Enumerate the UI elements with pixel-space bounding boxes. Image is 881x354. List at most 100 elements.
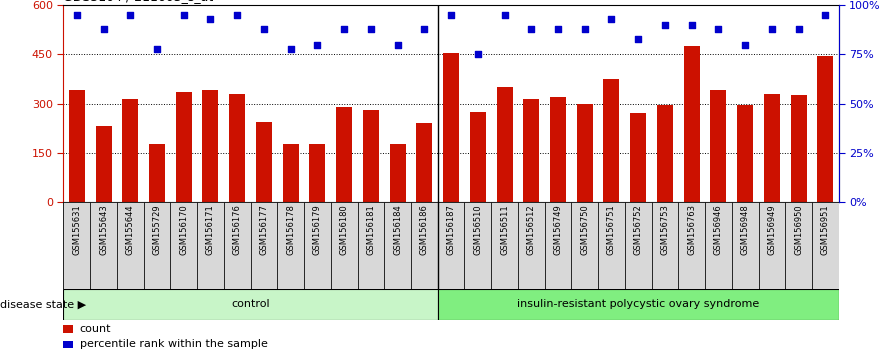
Bar	[732, 202, 759, 289]
Point	[498, 12, 512, 18]
Bar	[63, 325, 73, 333]
Text: GSM156178: GSM156178	[286, 204, 295, 255]
Bar	[678, 202, 705, 289]
Point	[791, 26, 805, 32]
Bar	[710, 90, 727, 202]
Text: GSM156171: GSM156171	[206, 204, 215, 255]
Point	[97, 26, 111, 32]
Bar	[705, 202, 732, 289]
Text: GSM155631: GSM155631	[72, 204, 81, 255]
Text: GSM156176: GSM156176	[233, 204, 241, 255]
Point	[204, 16, 218, 22]
Bar	[523, 99, 539, 202]
Bar	[438, 202, 464, 289]
Point	[310, 42, 324, 47]
Bar	[144, 202, 170, 289]
Point	[418, 26, 432, 32]
Point	[524, 26, 538, 32]
Text: GSM156187: GSM156187	[447, 204, 455, 255]
Bar	[492, 202, 518, 289]
Text: GSM156751: GSM156751	[607, 204, 616, 255]
Point	[765, 26, 779, 32]
Bar	[438, 289, 839, 320]
Bar	[737, 105, 753, 202]
Text: GSM156180: GSM156180	[340, 204, 349, 255]
Text: GSM156511: GSM156511	[500, 204, 509, 255]
Bar	[203, 90, 218, 202]
Point	[230, 12, 244, 18]
Text: GSM156951: GSM156951	[821, 204, 830, 255]
Bar	[330, 202, 358, 289]
Bar	[283, 144, 299, 202]
Bar	[684, 46, 700, 202]
Bar	[122, 99, 138, 202]
Bar	[417, 123, 433, 202]
Bar	[149, 144, 165, 202]
Bar	[278, 202, 304, 289]
Text: GSM156752: GSM156752	[633, 204, 643, 255]
Bar	[603, 79, 619, 202]
Point	[738, 42, 752, 47]
Bar	[224, 202, 250, 289]
Text: GSM156177: GSM156177	[259, 204, 269, 255]
Bar	[63, 289, 438, 320]
Text: GSM156950: GSM156950	[794, 204, 803, 255]
Point	[551, 26, 565, 32]
Bar	[63, 341, 73, 348]
Point	[444, 12, 458, 18]
Point	[257, 26, 271, 32]
Text: GSM156512: GSM156512	[527, 204, 536, 255]
Text: GSM156186: GSM156186	[420, 204, 429, 255]
Bar	[818, 56, 833, 202]
Bar	[175, 92, 192, 202]
Bar	[518, 202, 544, 289]
Bar	[759, 202, 785, 289]
Bar	[652, 202, 678, 289]
Bar	[304, 202, 330, 289]
Bar	[384, 202, 411, 289]
Text: GSM156181: GSM156181	[366, 204, 375, 255]
Point	[390, 42, 404, 47]
Text: GSM156753: GSM156753	[661, 204, 670, 255]
Bar	[309, 144, 325, 202]
Bar	[550, 97, 566, 202]
Point	[123, 12, 137, 18]
Point	[470, 52, 485, 57]
Text: GSM156946: GSM156946	[714, 204, 723, 255]
Bar	[443, 53, 459, 202]
Bar	[229, 94, 245, 202]
Point	[284, 46, 298, 51]
Text: insulin-resistant polycystic ovary syndrome: insulin-resistant polycystic ovary syndr…	[517, 299, 759, 309]
Bar	[764, 94, 780, 202]
Point	[685, 22, 699, 28]
Bar	[255, 121, 272, 202]
Point	[711, 26, 725, 32]
Point	[578, 26, 592, 32]
Bar	[497, 87, 513, 202]
Text: count: count	[79, 324, 111, 334]
Bar	[785, 202, 812, 289]
Text: GSM155644: GSM155644	[126, 204, 135, 255]
Bar	[464, 202, 492, 289]
Bar	[170, 202, 197, 289]
Text: GDS3104 / 211603_s_at: GDS3104 / 211603_s_at	[63, 0, 214, 3]
Point	[631, 36, 645, 41]
Text: GSM155729: GSM155729	[152, 204, 161, 255]
Bar	[250, 202, 278, 289]
Text: percentile rank within the sample: percentile rank within the sample	[79, 339, 268, 349]
Bar	[69, 90, 85, 202]
Bar	[470, 112, 485, 202]
Point	[658, 22, 672, 28]
Bar	[337, 107, 352, 202]
Bar	[572, 202, 598, 289]
Text: GSM156749: GSM156749	[553, 204, 562, 255]
Text: GSM156184: GSM156184	[393, 204, 402, 255]
Text: GSM156750: GSM156750	[581, 204, 589, 255]
Point	[818, 12, 833, 18]
Bar	[812, 202, 839, 289]
Text: GSM156170: GSM156170	[179, 204, 189, 255]
Bar	[598, 202, 625, 289]
Bar	[630, 113, 647, 202]
Bar	[657, 105, 673, 202]
Bar	[389, 144, 405, 202]
